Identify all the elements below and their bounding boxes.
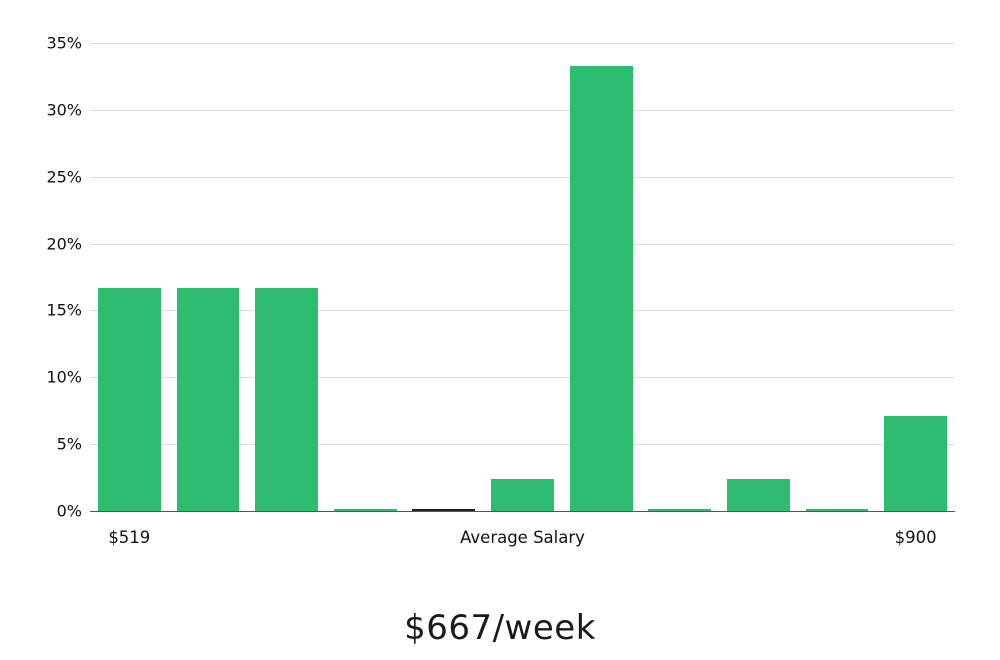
gridline bbox=[90, 377, 955, 379]
y-tick-label: 35% bbox=[46, 33, 82, 53]
gridline bbox=[90, 310, 955, 312]
x-axis-line bbox=[90, 511, 955, 512]
histogram-bar bbox=[569, 65, 633, 511]
y-tick-label: 15% bbox=[46, 300, 82, 320]
y-tick-label: 5% bbox=[56, 434, 82, 454]
histogram-bar bbox=[176, 287, 240, 511]
chart-title: $667/week bbox=[404, 608, 596, 648]
y-tick-label: 20% bbox=[46, 234, 82, 254]
plot-area bbox=[90, 43, 955, 512]
x-tick-label: $900 bbox=[894, 528, 937, 547]
gridline bbox=[90, 43, 955, 44]
x-tick-label: $519 bbox=[108, 528, 151, 547]
gridline bbox=[90, 109, 955, 111]
histogram-bar bbox=[333, 509, 397, 511]
histogram-bar bbox=[255, 287, 319, 511]
histogram-bar bbox=[648, 509, 712, 511]
histogram-bar bbox=[726, 478, 790, 511]
gridline bbox=[90, 243, 955, 245]
x-tick-label: Average Salary bbox=[460, 528, 585, 547]
histogram-bar bbox=[97, 287, 161, 511]
gridline bbox=[90, 444, 955, 446]
x-axis: $519 Average Salary $900 bbox=[90, 528, 955, 558]
histogram-bar bbox=[805, 509, 869, 511]
gridline bbox=[90, 176, 955, 178]
average-salary-marker-bar bbox=[412, 509, 476, 511]
y-tick-label: 25% bbox=[46, 167, 82, 187]
y-tick-label: 10% bbox=[46, 367, 82, 387]
histogram-bar bbox=[491, 478, 554, 511]
histogram-bar bbox=[884, 416, 948, 511]
y-tick-label: 30% bbox=[46, 100, 82, 120]
y-tick-label: 0% bbox=[56, 501, 82, 521]
